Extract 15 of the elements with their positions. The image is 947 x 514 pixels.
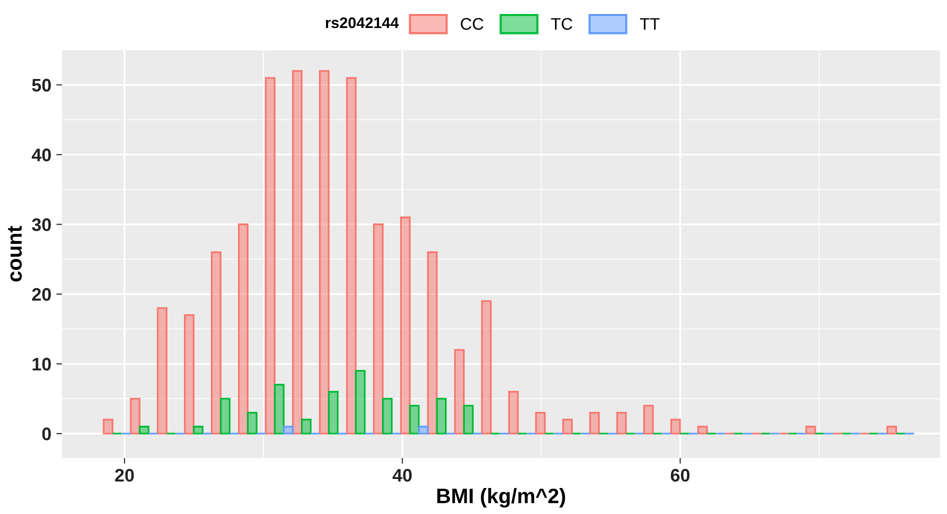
y-tick-label: 0	[42, 428, 51, 440]
x-tick-label: 20	[115, 468, 134, 482]
legend-label: CC	[460, 18, 484, 30]
legend-title: rs2042144	[326, 17, 399, 28]
y-tick-label: 30	[32, 218, 51, 232]
y-axis-title: count	[8, 226, 22, 282]
x-axis-title: BMI (kg/m^2)	[437, 488, 566, 508]
y-tick-label: 10	[32, 358, 51, 371]
x-tick-label: 60	[670, 468, 690, 482]
legend-label: TT	[640, 18, 660, 30]
x-tick-label: 40	[392, 468, 412, 482]
y-tick-label: 20	[32, 288, 51, 301]
legend-label: TC	[551, 18, 572, 30]
y-tick-label: 50	[32, 78, 51, 92]
y-tick-label: 40	[32, 148, 51, 162]
